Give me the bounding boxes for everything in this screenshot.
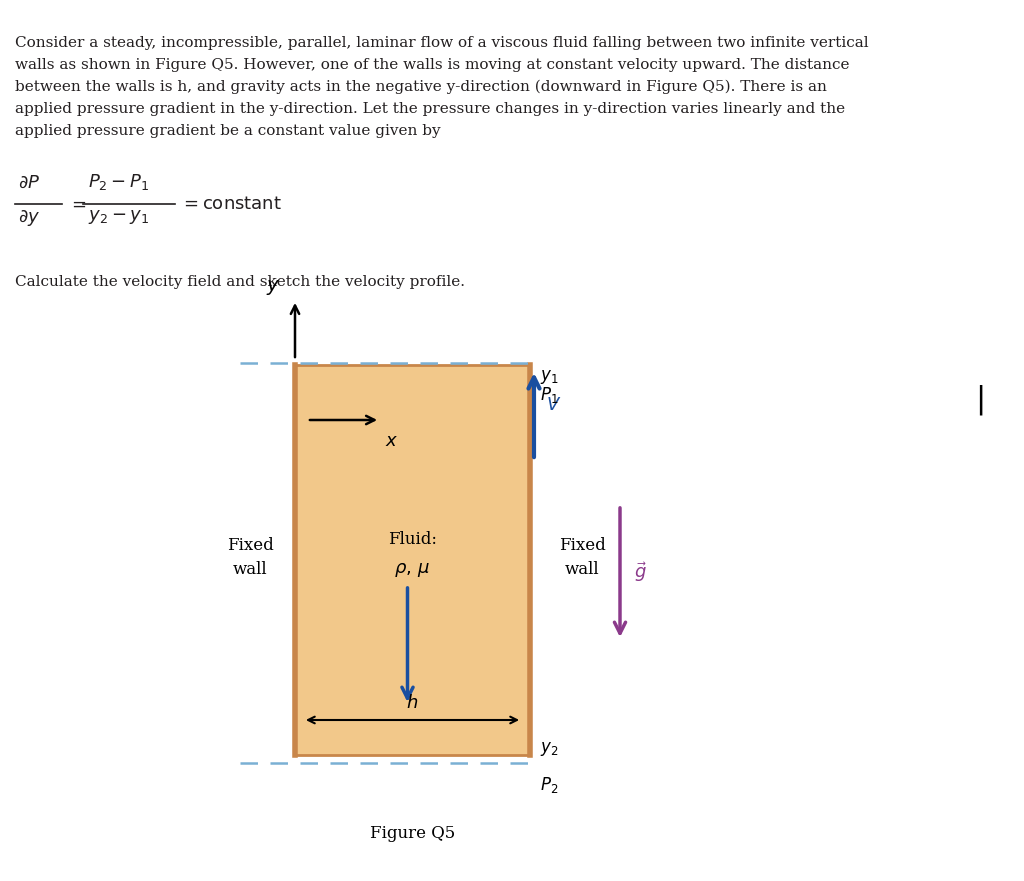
Text: $=$: $=$ bbox=[68, 195, 87, 213]
Text: $h$: $h$ bbox=[407, 694, 419, 712]
Text: Consider a steady, incompressible, parallel, laminar flow of a viscous fluid fal: Consider a steady, incompressible, paral… bbox=[15, 35, 868, 49]
Text: Fixed: Fixed bbox=[559, 537, 605, 554]
Text: $= \mathrm{constant}$: $= \mathrm{constant}$ bbox=[180, 195, 282, 213]
Text: Figure Q5: Figure Q5 bbox=[370, 825, 455, 842]
Text: $\rho,\, \mu$: $\rho,\, \mu$ bbox=[394, 561, 431, 579]
Text: between the walls is h, and gravity acts in the negative y-direction (downward i: between the walls is h, and gravity acts… bbox=[15, 79, 826, 94]
Text: $\partial y$: $\partial y$ bbox=[18, 208, 40, 228]
Text: $y_2 - y_1$: $y_2 - y_1$ bbox=[88, 208, 150, 226]
Bar bbox=[295, 365, 530, 755]
Text: $P_2 - P_1$: $P_2 - P_1$ bbox=[88, 172, 150, 192]
Text: $\vec{g}$: $\vec{g}$ bbox=[634, 560, 647, 584]
Text: applied pressure gradient in the y-direction. Let the pressure changes in y-dire: applied pressure gradient in the y-direc… bbox=[15, 101, 845, 115]
Text: $y_2$: $y_2$ bbox=[540, 740, 558, 758]
Text: $P_1$: $P_1$ bbox=[540, 385, 558, 405]
Text: $y$: $y$ bbox=[266, 278, 280, 297]
Text: Calculate the velocity field and sketch the velocity profile.: Calculate the velocity field and sketch … bbox=[15, 275, 465, 289]
Text: $V$: $V$ bbox=[546, 396, 561, 414]
Text: $\partial P$: $\partial P$ bbox=[18, 174, 40, 192]
Text: applied pressure gradient be a constant value given by: applied pressure gradient be a constant … bbox=[15, 123, 440, 137]
Text: wall: wall bbox=[232, 561, 267, 579]
Text: |: | bbox=[975, 385, 985, 415]
Text: $P_2$: $P_2$ bbox=[540, 775, 558, 795]
Text: $y_1$: $y_1$ bbox=[540, 368, 559, 386]
Text: Fluid:: Fluid: bbox=[388, 531, 437, 549]
Text: wall: wall bbox=[564, 561, 599, 579]
Text: Fixed: Fixed bbox=[226, 537, 273, 554]
Text: walls as shown in Figure Q5. However, one of the walls is moving at constant vel: walls as shown in Figure Q5. However, on… bbox=[15, 57, 850, 71]
Text: $x$: $x$ bbox=[385, 432, 398, 450]
